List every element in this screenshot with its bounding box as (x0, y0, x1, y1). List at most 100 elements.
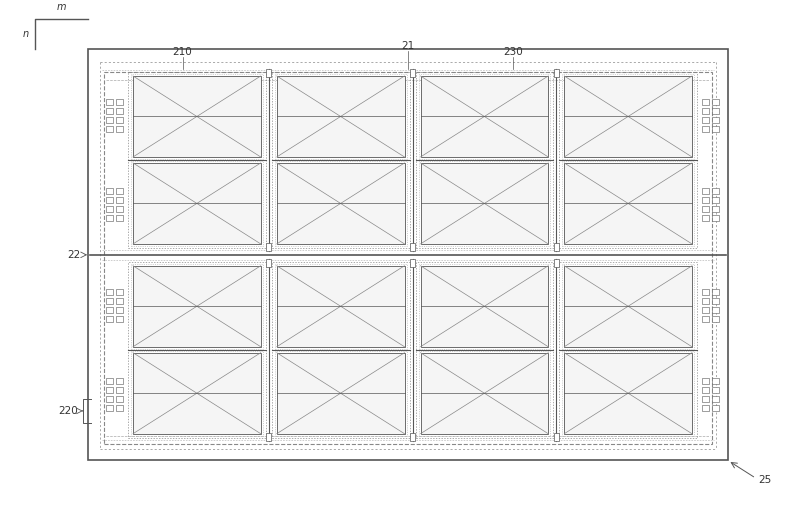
Bar (421, 76, 548, 157)
Bar (702, 405, 709, 410)
Bar (418, 161, 550, 246)
Bar (702, 307, 709, 313)
Bar (106, 396, 113, 402)
Bar (410, 69, 415, 77)
Text: 21: 21 (401, 41, 414, 51)
Bar (702, 188, 709, 194)
Bar (128, 262, 266, 438)
Bar (106, 206, 113, 212)
Bar (559, 262, 697, 438)
Bar (712, 117, 719, 123)
Bar (418, 74, 550, 159)
Bar (133, 266, 261, 347)
Bar (702, 315, 709, 322)
Bar (131, 74, 262, 159)
Bar (712, 108, 719, 114)
Bar (106, 315, 113, 322)
Bar (277, 163, 405, 244)
Bar (116, 126, 123, 132)
Bar (702, 396, 709, 402)
Bar (88, 49, 728, 461)
Bar (116, 378, 123, 384)
Bar (274, 264, 406, 349)
Bar (104, 72, 712, 444)
Bar (702, 206, 709, 212)
Bar (564, 353, 692, 433)
Bar (712, 396, 719, 402)
Bar (116, 188, 123, 194)
Bar (702, 215, 709, 221)
Text: 220: 220 (58, 406, 78, 416)
Bar (712, 289, 719, 295)
Bar (277, 266, 405, 347)
Bar (702, 126, 709, 132)
Bar (131, 351, 262, 436)
Bar (712, 387, 719, 393)
Bar (712, 315, 719, 322)
Bar (128, 72, 266, 248)
Text: n: n (23, 29, 29, 40)
Bar (702, 387, 709, 393)
Bar (116, 99, 123, 105)
Bar (116, 108, 123, 114)
Text: 22: 22 (66, 250, 80, 260)
Bar (410, 243, 415, 251)
Bar (702, 117, 709, 123)
Bar (266, 259, 271, 267)
Bar (702, 197, 709, 203)
Bar (702, 108, 709, 114)
Bar (133, 76, 261, 157)
Bar (554, 433, 558, 441)
Bar (106, 387, 113, 393)
Bar (554, 243, 558, 251)
Bar (116, 215, 123, 221)
Bar (277, 76, 405, 157)
Text: 25: 25 (758, 476, 771, 485)
Bar (564, 266, 692, 347)
Bar (116, 396, 123, 402)
Bar (106, 108, 113, 114)
Bar (562, 74, 694, 159)
Bar (712, 307, 719, 313)
Bar (415, 262, 554, 438)
Bar (712, 197, 719, 203)
Bar (116, 405, 123, 410)
Text: 210: 210 (173, 47, 192, 57)
Bar (415, 72, 554, 248)
Bar (702, 298, 709, 304)
Bar (272, 262, 410, 438)
Bar (266, 243, 271, 251)
Bar (564, 163, 692, 244)
Bar (562, 351, 694, 436)
Bar (116, 289, 123, 295)
Bar (274, 351, 406, 436)
Bar (712, 378, 719, 384)
Bar (554, 259, 558, 267)
Bar (712, 188, 719, 194)
Bar (554, 69, 558, 77)
Bar (266, 69, 271, 77)
Bar (116, 315, 123, 322)
Bar (702, 378, 709, 384)
Bar (562, 161, 694, 246)
Bar (274, 161, 406, 246)
Bar (116, 197, 123, 203)
Bar (272, 72, 410, 248)
Bar (712, 298, 719, 304)
Bar (116, 298, 123, 304)
Bar (106, 188, 113, 194)
Bar (106, 378, 113, 384)
Bar (712, 215, 719, 221)
Bar (712, 206, 719, 212)
Bar (564, 76, 692, 157)
Bar (106, 197, 113, 203)
Bar (410, 433, 415, 441)
Text: 230: 230 (503, 47, 523, 57)
Bar (106, 298, 113, 304)
Bar (712, 405, 719, 410)
Bar (702, 289, 709, 295)
Bar (133, 163, 261, 244)
Bar (106, 307, 113, 313)
Bar (106, 215, 113, 221)
Bar (712, 99, 719, 105)
